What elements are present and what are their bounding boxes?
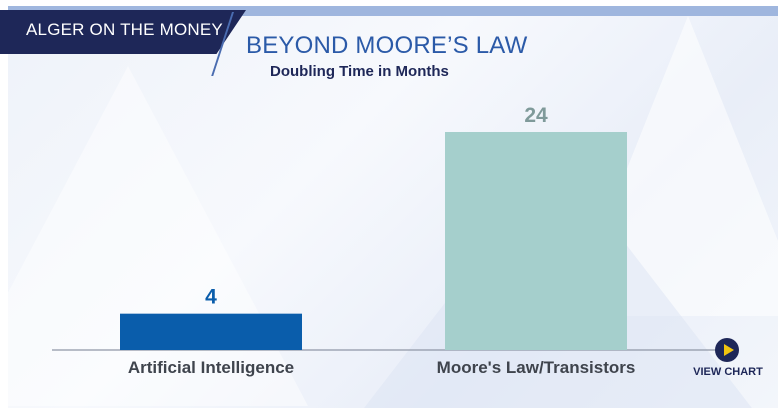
bar-value-label: 4 (205, 286, 217, 309)
chart-title: BEYOND MOORE’S LAW (246, 32, 528, 59)
bar-1 (445, 132, 627, 350)
brand-tab (0, 10, 246, 54)
view-chart-button[interactable]: VIEW CHART (690, 338, 766, 384)
chart-subtitle: Doubling Time in Months (270, 63, 449, 80)
category-label: Artificial Intelligence (128, 358, 294, 377)
top-accent-bar (8, 6, 778, 16)
view-chart-label: VIEW CHART (693, 366, 763, 378)
category-label: Moore's Law/Transistors (437, 358, 636, 377)
play-icon (715, 338, 739, 362)
brand-label: ALGER ON THE MONEY (26, 20, 223, 39)
bar-value-label: 24 (524, 104, 548, 127)
bar-0 (120, 313, 302, 350)
